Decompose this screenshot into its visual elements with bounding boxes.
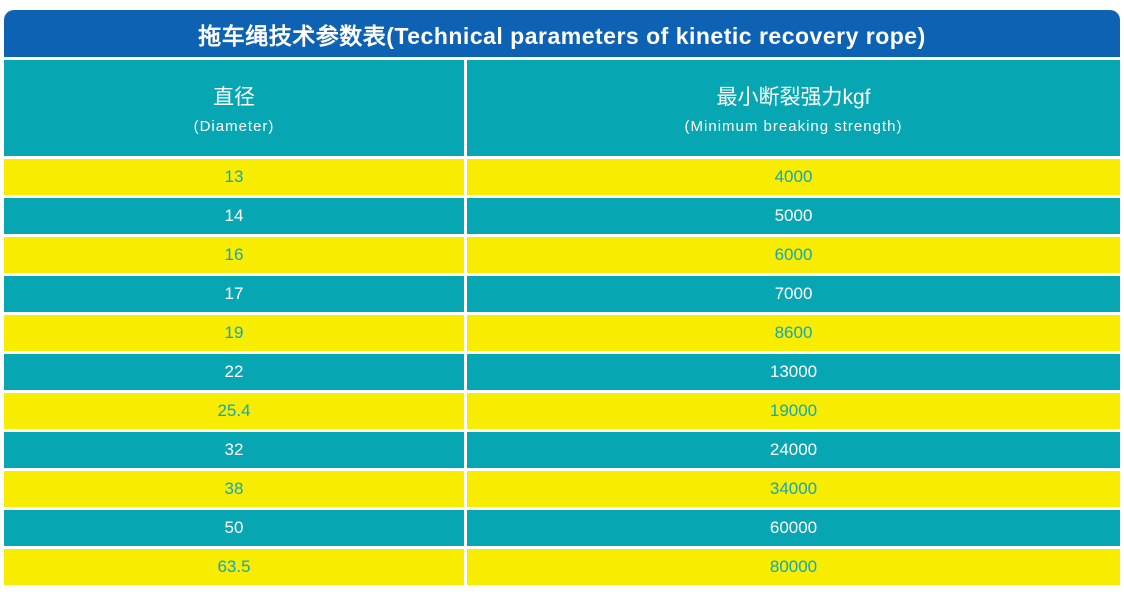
table-row: 14 5000	[4, 198, 1120, 234]
strength-cell: 80000	[467, 549, 1120, 585]
diameter-header-en: (Diameter)	[193, 118, 275, 135]
diameter-header-zh: 直径	[213, 86, 255, 109]
spec-table: 拖车绳技术参数表(Technical parameters of kinetic…	[4, 10, 1120, 585]
diameter-cell: 32	[4, 432, 464, 468]
strength-header-zh: 最小断裂强力kgf	[716, 86, 871, 109]
header-cell-strength: 最小断裂强力kgf (Minimum breaking strength)	[467, 60, 1120, 156]
table-header-row: 直径 (Diameter) 最小断裂强力kgf (Minimum breakin…	[4, 60, 1120, 156]
strength-cell: 60000	[467, 510, 1120, 546]
diameter-cell: 17	[4, 276, 464, 312]
strength-cell: 5000	[467, 198, 1120, 234]
strength-header-en: (Minimum breaking strength)	[684, 118, 903, 135]
strength-cell: 34000	[467, 471, 1120, 507]
table-title: 拖车绳技术参数表(Technical parameters of kinetic…	[198, 22, 926, 49]
table-row: 13 4000	[4, 159, 1120, 195]
table-row: 16 6000	[4, 237, 1120, 273]
strength-cell: 6000	[467, 237, 1120, 273]
diameter-cell: 25.4	[4, 393, 464, 429]
strength-cell: 8600	[467, 315, 1120, 351]
table-row: 22 13000	[4, 354, 1120, 390]
table-row: 25.4 19000	[4, 393, 1120, 429]
table-row: 63.5 80000	[4, 549, 1120, 585]
table-row: 38 34000	[4, 471, 1120, 507]
diameter-cell: 50	[4, 510, 464, 546]
table-row: 17 7000	[4, 276, 1120, 312]
table-row: 19 8600	[4, 315, 1120, 351]
diameter-cell: 22	[4, 354, 464, 390]
diameter-cell: 16	[4, 237, 464, 273]
diameter-cell: 38	[4, 471, 464, 507]
strength-cell: 4000	[467, 159, 1120, 195]
diameter-cell: 13	[4, 159, 464, 195]
table-title-bar: 拖车绳技术参数表(Technical parameters of kinetic…	[4, 10, 1120, 57]
strength-cell: 19000	[467, 393, 1120, 429]
strength-cell: 24000	[467, 432, 1120, 468]
strength-cell: 13000	[467, 354, 1120, 390]
table-body: 13 4000 14 5000 16 6000 17 7000 19 8600 22 13000 25.…	[4, 159, 1120, 585]
diameter-cell: 14	[4, 198, 464, 234]
header-cell-diameter: 直径 (Diameter)	[4, 60, 464, 156]
table-row: 32 24000	[4, 432, 1120, 468]
table-row: 50 60000	[4, 510, 1120, 546]
diameter-cell: 19	[4, 315, 464, 351]
diameter-cell: 63.5	[4, 549, 464, 585]
strength-cell: 7000	[467, 276, 1120, 312]
